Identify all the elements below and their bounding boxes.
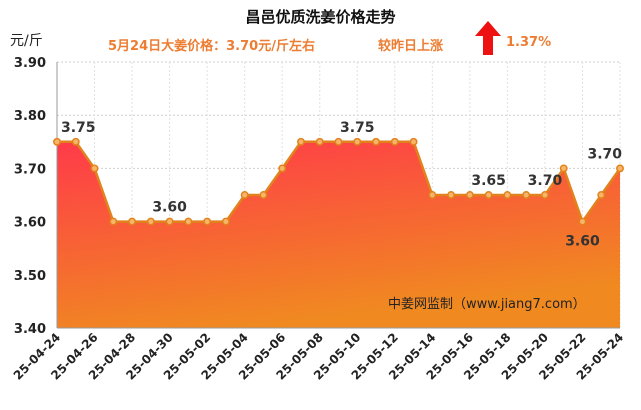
data-point (540, 191, 549, 199)
data-point (259, 191, 268, 199)
y-tick-label: 3.50 (14, 269, 46, 284)
data-point (203, 217, 212, 226)
data-point (221, 217, 230, 226)
data-label: 3.70 (528, 173, 563, 189)
watermark-text: 中姜网监制（www.jiang7.com） (388, 297, 586, 312)
change-label: 较昨日上涨 (378, 39, 444, 54)
data-point (616, 164, 624, 173)
data-point (184, 217, 193, 226)
y-tick-label: 3.90 (14, 56, 46, 71)
up-arrow-icon (475, 21, 501, 55)
data-point (372, 137, 380, 146)
y-tick-label: 3.70 (14, 162, 46, 177)
data-point (334, 137, 343, 146)
area-fill (57, 141, 620, 328)
data-point (390, 137, 399, 146)
area-shape (57, 141, 620, 328)
y-tick-labels: 3.40 3.50 3.60 3.70 3.80 3.90 (14, 56, 46, 337)
data-point (484, 191, 493, 199)
data-label: 3.75 (340, 120, 375, 136)
chart-title: 昌邑优质洗姜价格走势 (245, 8, 396, 26)
data-points (53, 137, 624, 226)
data-point (128, 217, 137, 226)
data-point (109, 217, 118, 226)
data-label: 3.65 (471, 173, 506, 189)
data-point (165, 217, 174, 226)
data-point (315, 137, 324, 146)
data-point (465, 191, 474, 199)
axes (56, 62, 620, 329)
data-point (578, 217, 587, 226)
data-point (597, 191, 606, 199)
x-tick-labels: 25-04-2425-04-2625-04-2825-04-3025-05-02… (11, 330, 626, 382)
data-label: 3.75 (61, 120, 96, 136)
change-percent: 1.37% (506, 35, 552, 50)
data-point (522, 191, 531, 199)
data-point (71, 137, 80, 146)
data-point (146, 217, 155, 226)
y-axis-unit: 元/斤 (10, 33, 43, 49)
y-tick-label: 3.40 (14, 322, 46, 337)
data-point (240, 191, 249, 199)
data-labels: 3.75 3.60 3.75 3.65 3.70 3.60 3.70 (61, 120, 622, 250)
data-point (353, 137, 362, 146)
data-label: 3.60 (565, 234, 600, 250)
data-point (447, 191, 456, 199)
data-point (90, 164, 99, 173)
data-point (428, 191, 437, 199)
price-subtitle: 5月24日大姜价格：3.70元/斤左右 (108, 39, 315, 54)
data-label: 3.60 (152, 200, 187, 216)
data-point (503, 191, 512, 199)
data-point (409, 137, 418, 146)
y-tick-label: 3.60 (14, 216, 46, 231)
data-point (559, 164, 568, 173)
data-point (278, 164, 287, 173)
y-tick-label: 3.80 (14, 109, 46, 124)
data-label: 3.70 (587, 146, 622, 162)
data-point (53, 137, 61, 146)
data-point (297, 137, 305, 146)
